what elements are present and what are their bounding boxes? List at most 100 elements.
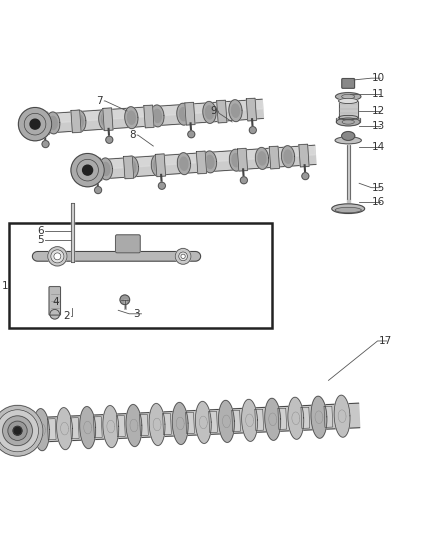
- Ellipse shape: [336, 118, 360, 126]
- Ellipse shape: [339, 98, 358, 103]
- Text: 1: 1: [2, 281, 9, 291]
- Text: 9: 9: [210, 106, 217, 116]
- Text: 16: 16: [372, 197, 385, 207]
- Polygon shape: [336, 118, 360, 122]
- Polygon shape: [255, 148, 268, 169]
- Polygon shape: [217, 100, 227, 123]
- Polygon shape: [155, 154, 166, 176]
- Polygon shape: [347, 145, 350, 199]
- Circle shape: [50, 310, 60, 319]
- Polygon shape: [117, 416, 125, 437]
- Polygon shape: [127, 111, 135, 124]
- Polygon shape: [17, 403, 360, 443]
- Text: 5: 5: [37, 235, 44, 245]
- Polygon shape: [49, 116, 57, 130]
- Polygon shape: [125, 107, 138, 128]
- Polygon shape: [153, 109, 161, 123]
- Polygon shape: [162, 414, 171, 434]
- Ellipse shape: [335, 207, 361, 213]
- Polygon shape: [334, 395, 350, 437]
- Polygon shape: [324, 406, 333, 427]
- Polygon shape: [255, 409, 264, 431]
- Text: 15: 15: [372, 183, 385, 192]
- Polygon shape: [206, 155, 214, 168]
- Text: 4: 4: [53, 297, 59, 308]
- Polygon shape: [284, 150, 292, 163]
- Polygon shape: [151, 105, 164, 127]
- Polygon shape: [57, 408, 72, 450]
- Polygon shape: [311, 396, 327, 438]
- Text: 10: 10: [372, 73, 385, 83]
- Ellipse shape: [335, 137, 361, 144]
- Polygon shape: [203, 101, 216, 123]
- Polygon shape: [232, 154, 240, 167]
- Polygon shape: [92, 158, 102, 181]
- FancyBboxPatch shape: [49, 287, 60, 315]
- Text: 13: 13: [372, 122, 385, 131]
- Polygon shape: [196, 151, 207, 174]
- Circle shape: [175, 248, 191, 264]
- Circle shape: [249, 127, 256, 134]
- Polygon shape: [154, 159, 162, 172]
- Polygon shape: [149, 403, 165, 446]
- Polygon shape: [140, 415, 148, 435]
- Polygon shape: [288, 397, 304, 439]
- Ellipse shape: [342, 132, 355, 140]
- Circle shape: [0, 405, 43, 456]
- Circle shape: [54, 253, 61, 260]
- Polygon shape: [32, 252, 201, 261]
- Ellipse shape: [332, 204, 364, 214]
- Polygon shape: [103, 108, 113, 131]
- Circle shape: [120, 295, 130, 304]
- Polygon shape: [246, 98, 257, 121]
- Polygon shape: [80, 407, 95, 449]
- Polygon shape: [99, 109, 112, 131]
- Polygon shape: [87, 145, 316, 180]
- Polygon shape: [71, 110, 81, 133]
- Polygon shape: [180, 157, 188, 170]
- Circle shape: [179, 252, 187, 261]
- Polygon shape: [230, 149, 243, 171]
- Circle shape: [18, 108, 52, 141]
- Polygon shape: [39, 112, 49, 135]
- Polygon shape: [208, 411, 218, 433]
- Polygon shape: [195, 401, 211, 443]
- Polygon shape: [269, 146, 279, 169]
- Polygon shape: [242, 399, 258, 441]
- Circle shape: [95, 187, 102, 193]
- Polygon shape: [73, 110, 86, 132]
- FancyBboxPatch shape: [342, 78, 355, 88]
- Polygon shape: [47, 112, 60, 134]
- Polygon shape: [125, 156, 138, 178]
- Circle shape: [13, 426, 22, 435]
- Polygon shape: [229, 100, 242, 122]
- Polygon shape: [347, 199, 350, 204]
- Circle shape: [106, 136, 113, 143]
- Circle shape: [181, 254, 185, 259]
- Circle shape: [8, 421, 27, 440]
- Circle shape: [3, 416, 32, 446]
- Polygon shape: [237, 148, 247, 171]
- Polygon shape: [203, 151, 216, 173]
- Polygon shape: [99, 158, 113, 180]
- Polygon shape: [278, 408, 287, 430]
- Polygon shape: [102, 163, 110, 175]
- Polygon shape: [282, 146, 295, 167]
- Text: 14: 14: [372, 142, 385, 152]
- Polygon shape: [71, 417, 79, 439]
- Text: 11: 11: [372, 90, 385, 99]
- Polygon shape: [232, 410, 240, 432]
- Text: 8: 8: [129, 130, 136, 140]
- Polygon shape: [35, 99, 263, 124]
- Circle shape: [71, 154, 104, 187]
- Polygon shape: [185, 102, 195, 125]
- Ellipse shape: [339, 115, 358, 120]
- Polygon shape: [75, 115, 83, 128]
- Polygon shape: [180, 108, 187, 120]
- Polygon shape: [265, 398, 281, 440]
- Polygon shape: [35, 99, 263, 134]
- Polygon shape: [103, 406, 119, 448]
- Polygon shape: [93, 417, 102, 438]
- Circle shape: [30, 119, 40, 129]
- Circle shape: [48, 247, 67, 266]
